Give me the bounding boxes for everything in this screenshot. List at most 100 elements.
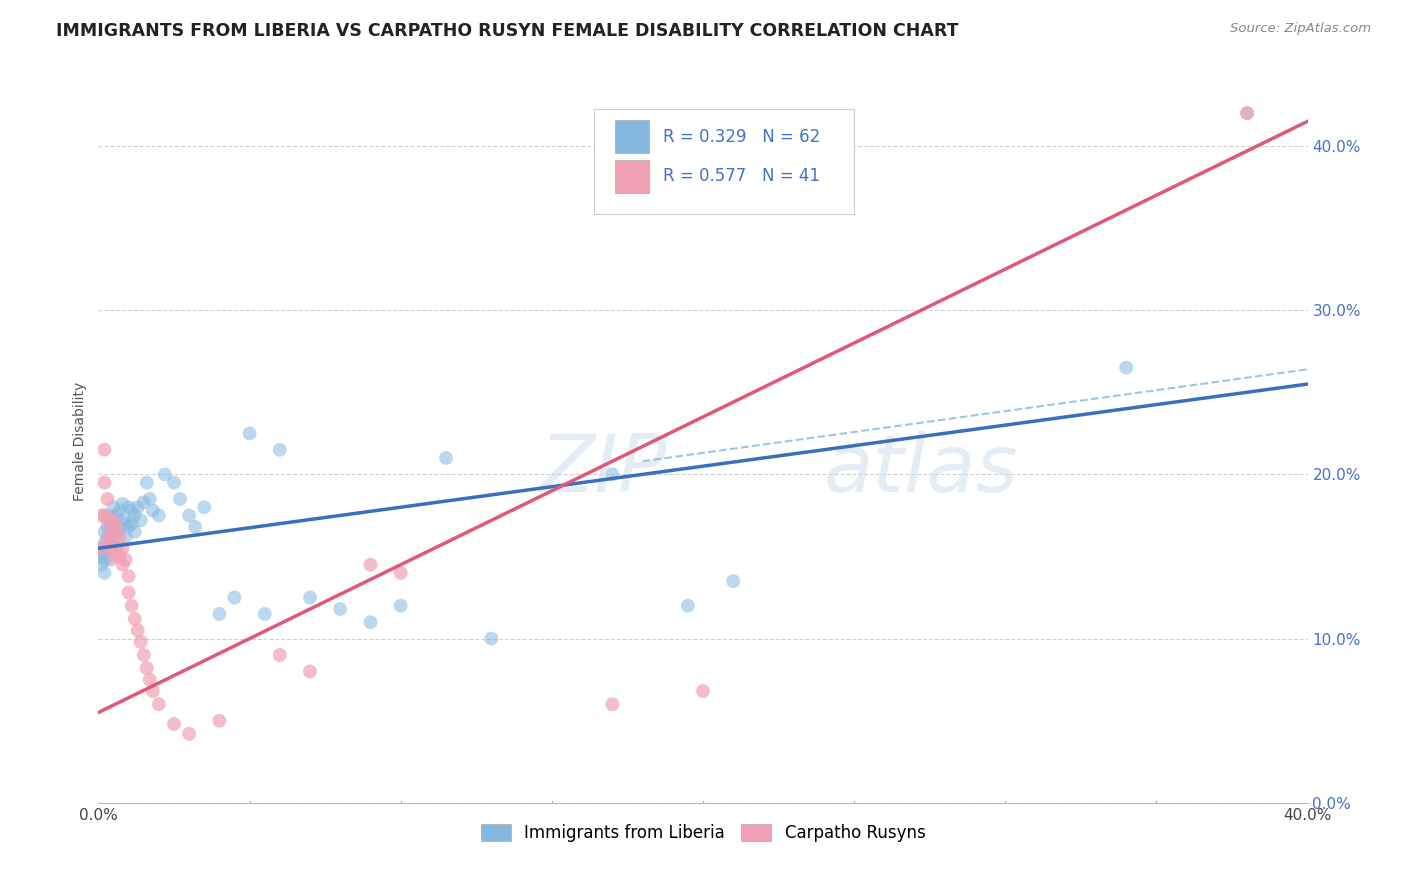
Point [105,508,128,523]
Point [100,513,122,527]
Point [148,508,170,523]
Text: R = 0.329   N = 62: R = 0.329 N = 62 [664,128,820,145]
Bar [614,120,648,153]
Point [208,714,231,728]
Text: atlas: atlas [824,432,1019,509]
Point [184,520,207,534]
Point [103,549,125,564]
Point [193,500,215,515]
Point [129,513,152,527]
Point [93,536,115,550]
Point [118,520,141,534]
Point [103,500,125,515]
Point [169,491,191,506]
Point [723,574,745,588]
Point [100,553,122,567]
Point [434,450,457,465]
Point [269,648,291,662]
Point [139,491,162,506]
Point [299,591,322,605]
Point [111,513,134,527]
Point [114,530,136,544]
Point [163,475,186,490]
Point [253,607,276,621]
Point [103,533,125,547]
Bar [614,161,648,193]
Point [103,520,125,534]
Point [93,442,115,457]
Point [108,530,131,544]
Point [602,467,624,482]
Point [93,475,115,490]
Point [111,541,134,556]
Point [1236,106,1258,120]
Point [127,500,149,515]
Point [142,684,165,698]
Point [93,566,115,580]
Point [676,599,699,613]
Point [90,541,112,556]
Point [179,508,201,523]
Point [105,541,128,556]
Point [90,508,112,523]
Point [90,558,112,572]
Point [269,442,291,457]
Point [389,566,412,580]
Point [118,500,141,515]
Point [96,508,118,523]
Point [139,673,162,687]
Point [96,520,118,534]
Point [1236,106,1258,120]
Point [121,599,143,613]
Point [96,513,118,527]
Point [96,533,118,547]
Text: R = 0.577   N = 41: R = 0.577 N = 41 [664,168,820,186]
Point [105,520,128,534]
Point [208,607,231,621]
Point [103,530,125,544]
Point [124,524,146,539]
Point [142,503,165,517]
Point [135,661,157,675]
Point [224,591,246,605]
Point [93,546,115,560]
Point [100,524,122,539]
Point [153,467,176,482]
Point [239,426,262,441]
Point [111,558,134,572]
Point [360,558,382,572]
Text: IMMIGRANTS FROM LIBERIA VS CARPATHO RUSYN FEMALE DISABILITY CORRELATION CHART: IMMIGRANTS FROM LIBERIA VS CARPATHO RUSY… [56,22,959,40]
Point [96,541,118,556]
Point [602,698,624,712]
Legend: Immigrants from Liberia, Carpatho Rusyns: Immigrants from Liberia, Carpatho Rusyns [474,817,932,848]
Point [93,553,115,567]
Text: Source: ZipAtlas.com: Source: ZipAtlas.com [1230,22,1371,36]
Point [90,549,112,564]
Point [108,503,131,517]
Point [105,524,128,539]
FancyBboxPatch shape [595,109,855,214]
Point [389,599,412,613]
Point [100,541,122,556]
Point [100,536,122,550]
Point [118,585,141,599]
Point [103,513,125,527]
Y-axis label: Female Disability: Female Disability [73,382,87,501]
Point [90,541,112,556]
Text: ZIP: ZIP [540,432,666,509]
Point [121,516,143,531]
Point [124,612,146,626]
Point [132,648,155,662]
Point [1115,360,1137,375]
Point [93,508,115,523]
Point [163,717,186,731]
Point [108,520,131,534]
Point [132,495,155,509]
Point [93,524,115,539]
Point [118,569,141,583]
Point [179,727,201,741]
Point [148,698,170,712]
Point [360,615,382,630]
Point [96,491,118,506]
Point [108,549,131,564]
